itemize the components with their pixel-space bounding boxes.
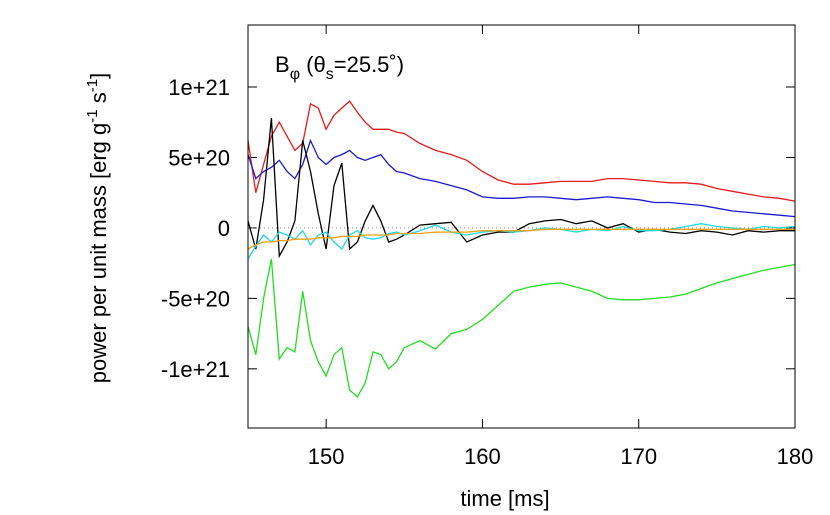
- series-line: [248, 117, 795, 259]
- plot-frame: [247, 24, 796, 429]
- y-tick-label: 0: [218, 216, 230, 241]
- x-tick-label: 150: [308, 444, 345, 469]
- y-tick-label: -5e+20: [161, 286, 230, 311]
- x-axis-label: time [ms]: [460, 486, 549, 511]
- y-label-part: ]: [86, 73, 111, 79]
- annotation-part: (θ: [300, 52, 326, 77]
- y-tick-label: 1e+21: [168, 75, 230, 100]
- annotation-part: s: [326, 66, 334, 83]
- annotation-part: =25.5˚): [334, 52, 404, 77]
- series-line: [248, 228, 795, 250]
- x-tick-label: 160: [464, 444, 501, 469]
- annotation-part: φ: [290, 66, 300, 83]
- y-label-part: power per unit mass [erg g: [86, 123, 111, 383]
- x-tick-label: 170: [620, 444, 657, 469]
- y-tick-label: 5e+20: [168, 145, 230, 170]
- y-label-part: -1: [84, 109, 101, 122]
- series-line: [248, 138, 795, 218]
- annotation: Bφ (θs=25.5˚): [275, 52, 404, 83]
- x-tick-label: 180: [777, 444, 814, 469]
- series-line: [248, 258, 795, 399]
- series-line: [248, 100, 795, 202]
- y-axis-label: power per unit mass [erg g-1 s-1]: [84, 73, 111, 383]
- y-tick-label: -1e+21: [161, 357, 230, 382]
- annotation-part: B: [275, 52, 290, 77]
- y-label-part: s: [86, 92, 111, 109]
- series-line: [248, 223, 795, 260]
- y-label-part: -1: [84, 79, 101, 92]
